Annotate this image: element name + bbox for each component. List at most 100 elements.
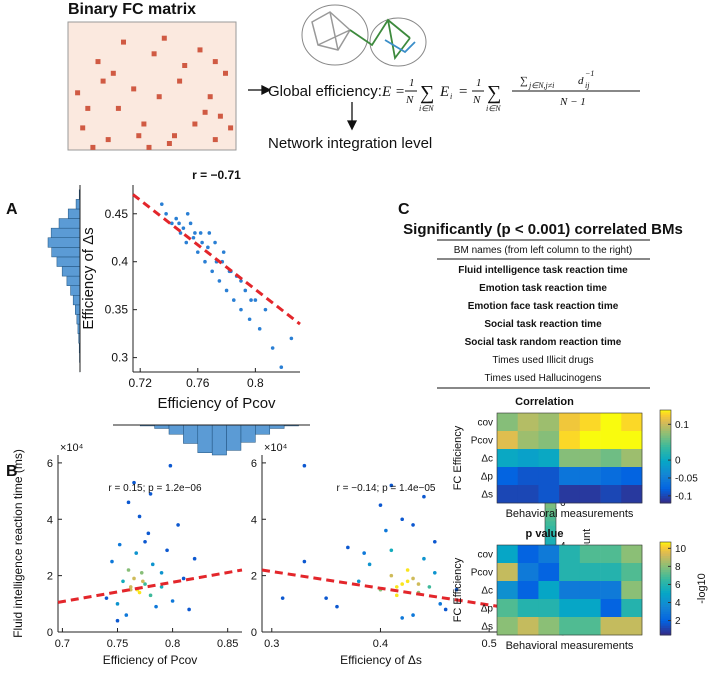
matrix-cell xyxy=(177,78,183,84)
point xyxy=(164,211,168,216)
colorbar-tick-label: 4 xyxy=(675,598,681,609)
point xyxy=(139,571,144,575)
formula-part: N xyxy=(472,94,481,106)
table-row: Emotion face task reaction time xyxy=(468,301,619,312)
heatmap-cell xyxy=(538,431,560,450)
histogram-bar xyxy=(183,424,199,444)
heatmap-cell xyxy=(579,485,601,504)
colorbar-segment xyxy=(660,410,671,413)
colorbar-segment xyxy=(660,498,671,502)
point xyxy=(115,618,120,623)
point xyxy=(146,531,151,536)
heatmap-frame xyxy=(496,544,643,636)
colorbar-segment xyxy=(660,597,671,601)
heatmap-cell xyxy=(559,431,581,450)
colorbar-segment xyxy=(660,463,671,467)
heatmap-cell xyxy=(559,467,581,486)
colorbar-segment xyxy=(660,565,671,569)
heatmap-cell xyxy=(559,599,581,618)
point xyxy=(384,528,388,533)
panel-label: B xyxy=(6,463,18,480)
point xyxy=(126,568,131,572)
colorbar-segment xyxy=(660,423,671,427)
point xyxy=(198,231,203,235)
colorbar-label: -log10 xyxy=(696,573,708,604)
heatmap-cell xyxy=(600,431,622,450)
colorbar-segment xyxy=(660,412,671,416)
x-axis-label: Behavioral measurements xyxy=(506,508,634,520)
colorbar-segment xyxy=(660,628,671,631)
point xyxy=(132,480,136,485)
colorbar-segment xyxy=(660,600,671,603)
colorbar-segment xyxy=(660,623,671,627)
fit-line xyxy=(261,568,501,609)
heatmap-cell xyxy=(621,413,643,432)
formula-part: −1 xyxy=(585,69,594,78)
histogram-bar xyxy=(168,424,184,435)
colorbar-segment xyxy=(660,593,671,596)
histogram-bar xyxy=(56,256,81,267)
y-tick-label: 0.35 xyxy=(105,303,129,317)
colorbar-segment xyxy=(660,576,671,580)
point xyxy=(394,593,399,598)
colorbar-segment xyxy=(660,496,671,499)
heatmap-cell xyxy=(600,467,622,486)
colorbar-tick-label: -0.05 xyxy=(675,473,698,484)
row-label: Pcov xyxy=(471,568,493,579)
point xyxy=(438,602,443,606)
formula-part: 1 xyxy=(476,77,482,89)
point xyxy=(443,607,448,612)
heatmap-cell xyxy=(579,617,601,636)
point xyxy=(389,573,394,578)
histogram-bar xyxy=(70,285,81,296)
colorbar-segment xyxy=(660,590,671,594)
matrix-frame xyxy=(67,21,237,151)
colorbar-segment xyxy=(660,572,671,576)
point xyxy=(121,579,125,584)
point xyxy=(165,548,169,553)
arrow-head xyxy=(261,84,272,96)
colorbar-segment xyxy=(660,414,671,418)
formula-part: N − 1 xyxy=(559,96,586,108)
colorbar-segment xyxy=(660,451,671,455)
formula-part: i∈N xyxy=(486,104,501,113)
point xyxy=(170,599,175,603)
point xyxy=(224,288,229,293)
heatmap-cell xyxy=(621,563,643,582)
edges xyxy=(349,18,411,61)
matrix-cell xyxy=(85,105,91,111)
y-tick-label: 4 xyxy=(47,514,53,526)
point xyxy=(247,317,252,322)
point xyxy=(270,346,275,350)
row-label: cov xyxy=(477,418,493,429)
point xyxy=(356,579,361,584)
point xyxy=(126,500,131,505)
colorbar-segment xyxy=(660,433,671,437)
colorbar-tick-label: 2 xyxy=(675,616,681,627)
histogram-bar xyxy=(51,247,81,258)
y-axis-label: FC Efficiency xyxy=(452,557,464,622)
point xyxy=(213,240,217,245)
x-tick-label: 0.85 xyxy=(217,638,238,650)
matrix-cell xyxy=(151,51,157,57)
histogram-bar xyxy=(47,237,81,248)
point xyxy=(195,250,200,254)
point xyxy=(263,307,268,312)
formula-part: j∈N,j≠i xyxy=(528,81,554,90)
colorbar-segment xyxy=(660,475,671,478)
bm-table: Significantly (p < 0.001) correlated BMs… xyxy=(403,221,683,389)
row-label: Δc xyxy=(481,454,493,465)
point xyxy=(137,590,142,595)
point xyxy=(148,593,153,598)
formula-part: ∑ xyxy=(420,82,434,104)
point xyxy=(389,483,394,488)
colorbar-segment xyxy=(660,472,671,476)
point xyxy=(346,545,350,550)
point xyxy=(207,231,212,235)
heatmap-cell xyxy=(497,413,519,432)
colorbar-segment xyxy=(545,525,556,531)
panel-label: C xyxy=(398,201,410,218)
heatmap-cell xyxy=(497,581,519,600)
